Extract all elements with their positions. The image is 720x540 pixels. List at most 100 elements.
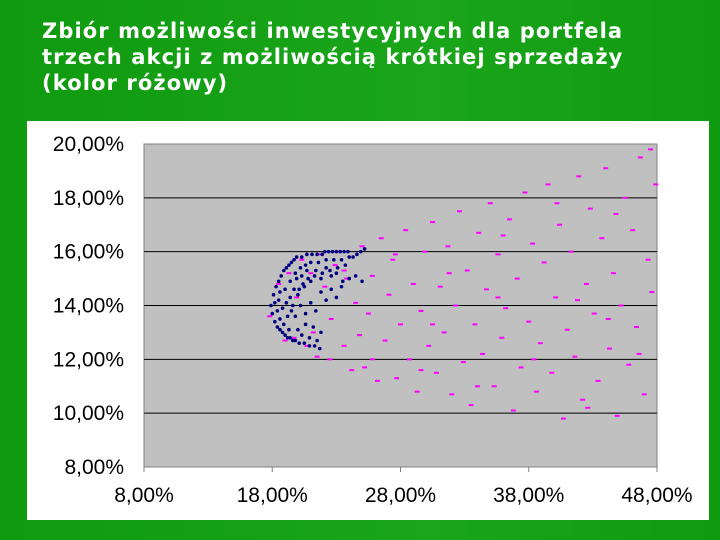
scatter-point [446, 272, 452, 275]
scatter-point [286, 272, 292, 275]
scatter-point [334, 295, 339, 300]
scatter-point [338, 249, 343, 254]
scatter-point [283, 287, 287, 292]
scatter-point [406, 358, 412, 361]
scatter-point [418, 309, 424, 312]
scatter-point [282, 339, 288, 342]
scatter-point [303, 311, 308, 316]
scatter-point [317, 346, 322, 351]
scatter-point [360, 279, 364, 284]
scatter-point [648, 148, 654, 151]
scatter-point [270, 311, 275, 316]
scatter-point [297, 287, 301, 292]
scatter-point [283, 333, 287, 337]
scatter-point [351, 255, 355, 259]
y-axis-ticks: 20,00% 18,00% 16,00% 14,00% 12,00% 10,00% 8,00… [53, 133, 124, 479]
scatter-chart: 20,00% 18,00% 16,00% 14,00% 12,00% 10,00% 8,00… [53, 133, 693, 507]
scatter-point [288, 295, 293, 300]
x-tick-label: 8,00% [114, 484, 174, 507]
scatter-point [341, 344, 347, 347]
scatter-point [329, 274, 334, 278]
scatter-point [365, 312, 371, 315]
scatter-point [603, 167, 609, 170]
scatter-point [576, 175, 582, 178]
scatter-point [342, 249, 346, 254]
scatter-point [607, 347, 613, 350]
scatter-point [599, 237, 605, 240]
scatter-point [595, 379, 601, 382]
scatter-point [273, 319, 277, 324]
y-tick-label: 20,00% [53, 133, 124, 156]
scatter-point [382, 339, 388, 342]
y-tick-label: 16,00% [53, 241, 124, 264]
scatter-point [530, 242, 536, 245]
scatter-point [274, 284, 278, 289]
scatter-point [328, 268, 332, 273]
scatter-point [280, 306, 285, 310]
scatter-point [422, 250, 428, 253]
scatter-point [613, 212, 619, 215]
scatter-point [526, 320, 532, 323]
scatter-point [456, 210, 462, 213]
y-tick-label: 18,00% [53, 187, 124, 210]
scatter-point [310, 331, 316, 334]
scatter-point [495, 253, 501, 256]
scatter-point [626, 363, 632, 366]
scatter-point [315, 252, 319, 257]
scatter-point [298, 303, 303, 308]
scatter-point [340, 279, 345, 284]
scatter-point [353, 301, 359, 304]
scatter-point [545, 183, 551, 186]
scatter-point [312, 274, 317, 278]
scatter-point [278, 290, 282, 294]
scatter-point [278, 327, 282, 332]
scatter-point [296, 292, 300, 297]
scatter-point [267, 315, 273, 318]
scatter-point [275, 325, 280, 329]
scatter-point [339, 284, 344, 289]
scatter-point [335, 266, 340, 270]
scatter-point [453, 304, 459, 307]
scatter-point [334, 271, 339, 275]
scatter-point [332, 257, 336, 262]
scatter-point [302, 284, 307, 289]
scatter-point [324, 266, 328, 270]
scatter-point [329, 287, 334, 292]
scatter-point [320, 252, 325, 257]
x-tick-label: 38,00% [493, 484, 564, 507]
scatter-point [285, 336, 290, 340]
scatter-point [618, 304, 624, 307]
scatter-point [557, 223, 563, 226]
scatter-point [276, 298, 281, 302]
scatter-point [287, 263, 291, 267]
scatter-point [441, 331, 447, 334]
scatter-point [299, 333, 304, 337]
scatter-point [279, 274, 284, 278]
scatter-point [437, 285, 443, 288]
scatter-point [554, 202, 560, 205]
x-tick-label: 48,00% [621, 484, 692, 507]
scatter-point [480, 352, 486, 355]
scatter-point [645, 258, 651, 261]
scatter-point [320, 271, 325, 275]
scatter-point [312, 344, 317, 348]
x-tick-label: 28,00% [365, 484, 436, 507]
scatter-point [319, 290, 323, 294]
scatter-point [287, 327, 291, 332]
series-no-short-selling [269, 247, 367, 351]
scatter-point [499, 336, 505, 339]
scatter-point [285, 314, 290, 319]
slide-title: Zbiór możliwości inwestycyjnych dla port… [42, 19, 624, 95]
scatter-point [314, 355, 320, 358]
scatter-point [302, 341, 307, 345]
scatter-point [356, 334, 362, 337]
scatter-point [353, 274, 358, 278]
scatter-point [306, 276, 310, 281]
scatter-point [610, 272, 616, 275]
y-tick-label: 12,00% [53, 348, 124, 371]
scatter-point [572, 355, 578, 358]
scatter-point [332, 264, 338, 267]
scatter-point [349, 369, 355, 372]
scatter-point [476, 231, 482, 234]
scatter-point [531, 358, 537, 361]
